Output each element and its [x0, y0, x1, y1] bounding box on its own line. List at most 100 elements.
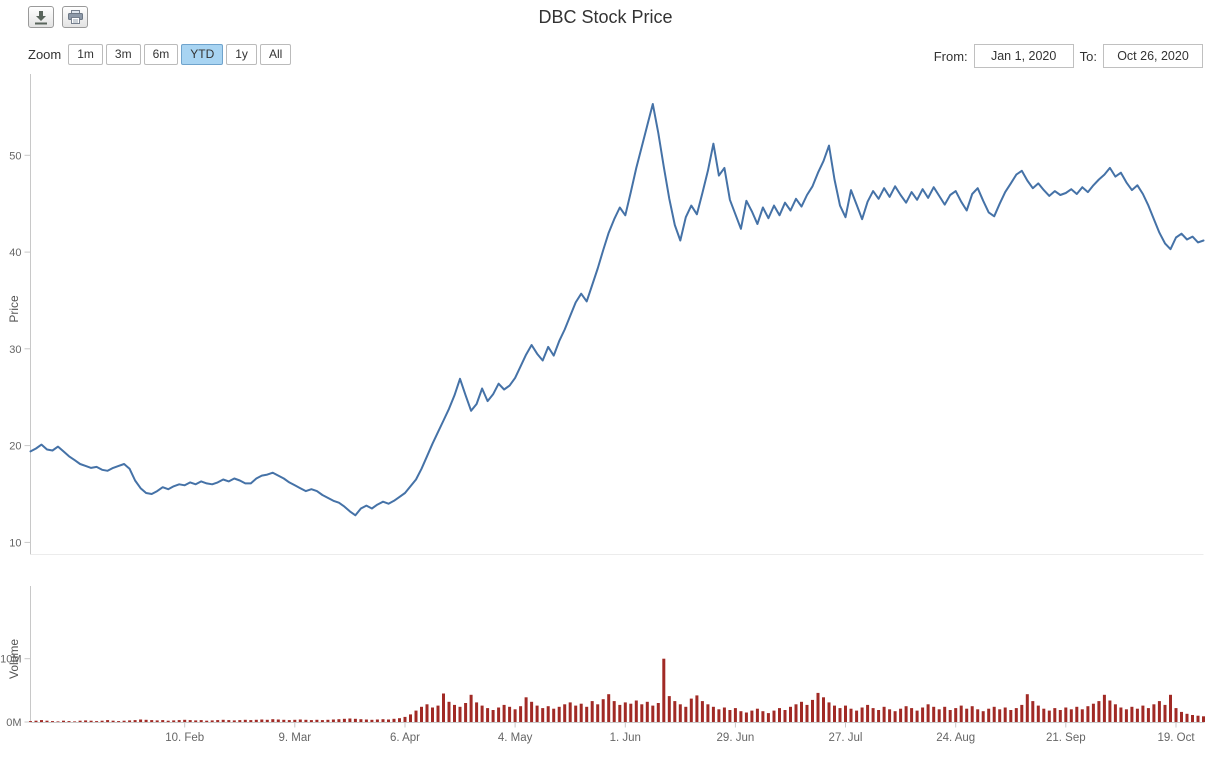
download-icon [34, 10, 48, 25]
volume-bar [926, 704, 930, 722]
volume-bar [381, 719, 385, 722]
volume-bar [315, 719, 319, 722]
price-axis-title: Price [7, 295, 21, 323]
volume-bar [811, 699, 814, 722]
volume-axis-title: Volume [7, 638, 21, 680]
volume-chart[interactable]: 0M 10M 10. Feb 9. Mar 6. Apr 4. May 1. Jun 29. … [0, 582, 1211, 754]
volume-bar [888, 709, 892, 722]
range-button-1y[interactable]: 1y [226, 44, 257, 65]
volume-bar [932, 706, 936, 722]
volume-bar [574, 705, 578, 722]
volume-bar [232, 720, 236, 722]
range-button-6m[interactable]: 6m [143, 44, 179, 65]
volume-bar [706, 704, 710, 722]
volume-bar [722, 707, 726, 722]
volume-bar [618, 704, 622, 722]
volume-bar [1091, 703, 1095, 722]
price-ytick-label: 10 [9, 537, 21, 549]
volume-bar [860, 707, 864, 722]
volume-bar [568, 702, 572, 722]
volume-bar [937, 709, 941, 722]
from-label: From: [933, 48, 968, 64]
volume-bar [122, 720, 126, 722]
volume-bar [243, 719, 247, 722]
volume-bar [293, 719, 297, 722]
volume-bar [607, 694, 611, 722]
volume-bar [342, 718, 346, 722]
volume-bar [1202, 716, 1205, 722]
range-button-all[interactable]: All [259, 44, 292, 65]
volume-bar [579, 703, 583, 722]
volume-bar [838, 708, 842, 722]
x-tick-label: 27. Jul [829, 732, 863, 744]
volume-bar [508, 706, 512, 722]
to-date-input[interactable] [1103, 44, 1203, 68]
volume-bar [117, 721, 121, 722]
volume-bar [100, 720, 104, 722]
volume-bar [954, 708, 958, 722]
x-tick-label: 24. Aug [936, 732, 975, 744]
x-tick-label: 19. Oct [1157, 732, 1195, 744]
volume-bar [1130, 706, 1134, 722]
volume-bar [51, 721, 54, 722]
volume-bar [822, 697, 825, 722]
volume-bar [1053, 708, 1057, 722]
volume-bar [1169, 694, 1172, 722]
volume-bar [491, 710, 495, 722]
volume-bar [425, 704, 429, 722]
volume-bar [436, 705, 440, 722]
volume-bar [1108, 700, 1112, 722]
volume-bar [778, 708, 781, 722]
volume-bar [689, 698, 693, 722]
volume-bar [634, 700, 638, 722]
volume-bar [794, 704, 798, 722]
x-tick-label: 21. Sep [1046, 732, 1086, 744]
volume-bar [128, 720, 132, 722]
volume-bar [552, 708, 556, 722]
volume-bar [959, 705, 963, 722]
range-button-1m[interactable]: 1m [68, 44, 103, 65]
from-date-input[interactable] [973, 44, 1074, 68]
volume-bar [656, 703, 660, 722]
volume-bar [56, 721, 60, 722]
volume-bar [227, 720, 231, 722]
price-ytick-label: 50 [9, 150, 21, 162]
volume-bar [431, 707, 434, 722]
volume-bar [458, 706, 462, 722]
volume-bar [755, 708, 759, 722]
print-button[interactable] [62, 6, 88, 28]
volume-bar [287, 720, 291, 722]
volume-bar [700, 701, 704, 722]
range-button-ytd[interactable]: YTD [181, 44, 224, 65]
volume-bar [998, 709, 1002, 722]
volume-bar [684, 706, 688, 722]
download-button[interactable] [28, 6, 54, 28]
chart-title: DBC Stock Price [538, 7, 673, 27]
volume-bar [645, 701, 649, 722]
volume-bar [744, 712, 748, 722]
volume-bar [34, 720, 38, 722]
volume-bar [370, 719, 374, 722]
volume-bar [1119, 707, 1123, 722]
volume-bar [899, 708, 903, 722]
volume-bar [254, 719, 258, 722]
volume-bar [392, 718, 396, 722]
volume-bar [541, 708, 545, 722]
price-chart[interactable]: 10 20 30 40 50 [0, 68, 1211, 568]
volume-bar [524, 697, 528, 722]
volume-bar [733, 708, 737, 722]
volume-bar [789, 706, 792, 722]
volume-bar [1135, 708, 1139, 722]
volume-bar [199, 720, 203, 722]
volume-bar [893, 711, 897, 722]
volume-bar [783, 710, 787, 722]
volume-bar [464, 703, 468, 722]
volume-bar [155, 720, 159, 722]
price-line-series [29, 103, 1205, 517]
volume-bar [970, 706, 974, 722]
range-button-3m[interactable]: 3m [105, 44, 141, 65]
volume-bar [1047, 710, 1051, 722]
volume-bar [331, 719, 335, 722]
volume-bar [855, 710, 859, 722]
